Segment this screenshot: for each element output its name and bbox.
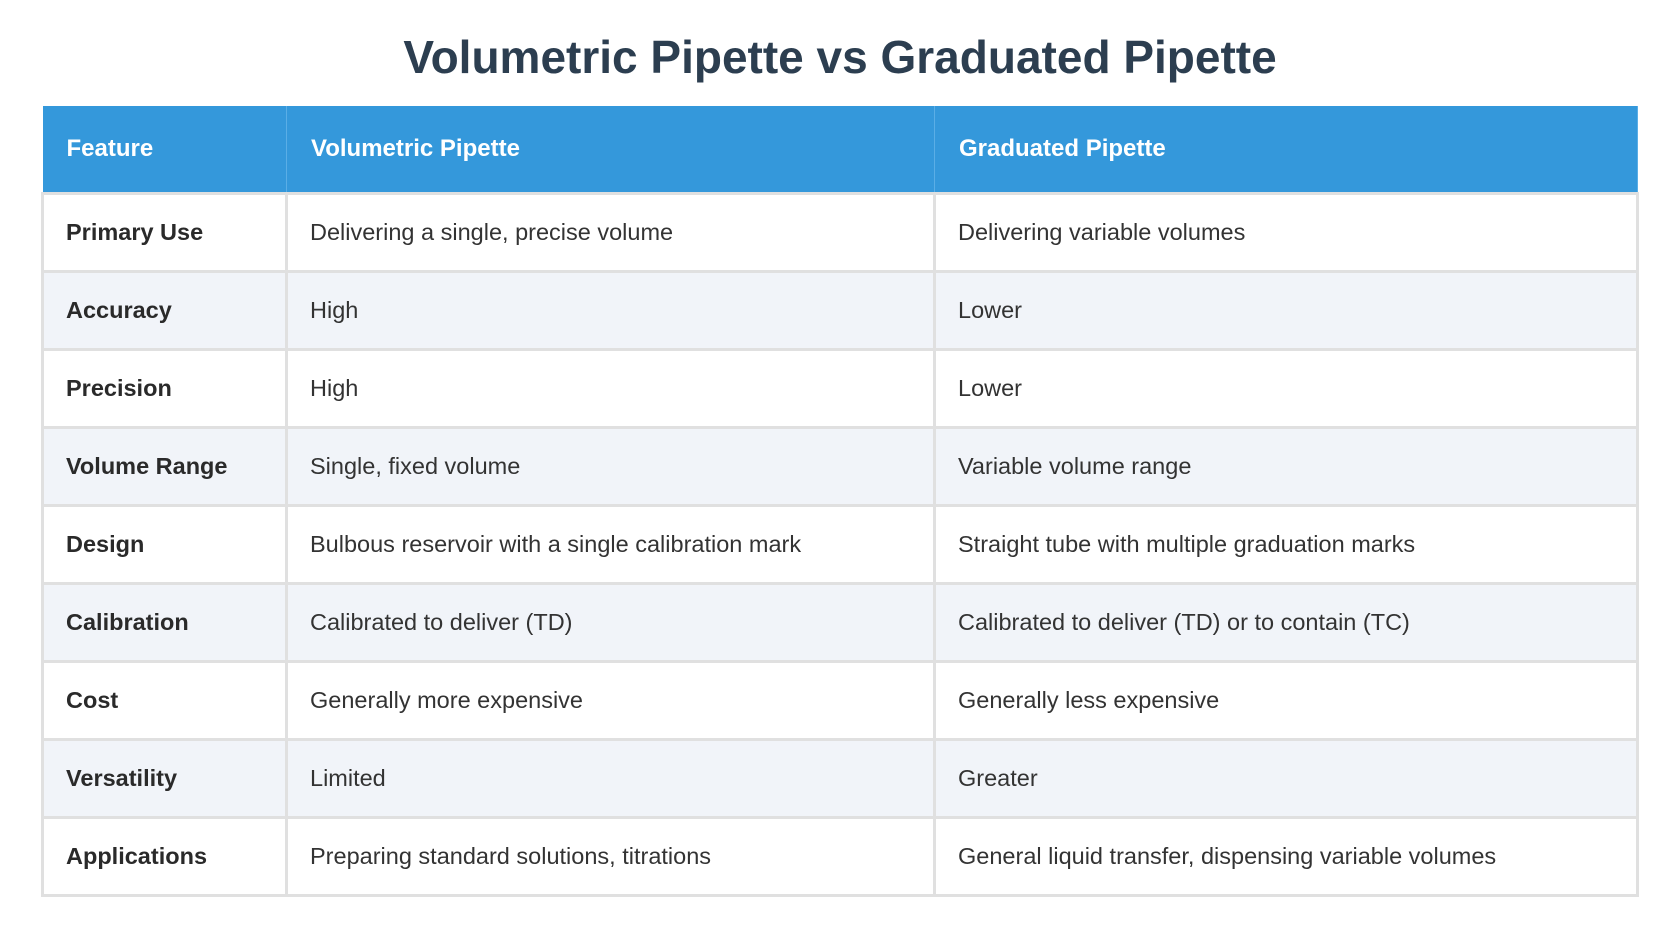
volumetric-cell: Delivering a single, precise volume [285, 192, 936, 273]
graduated-cell: General liquid transfer, dispensing vari… [933, 816, 1639, 897]
volumetric-cell: High [285, 348, 936, 429]
header-feature: Feature [42, 106, 287, 194]
volumetric-cell: Generally more expensive [285, 660, 936, 741]
table-row: Precision High Lower [41, 348, 1639, 429]
feature-cell: Volume Range [41, 426, 288, 507]
feature-cell: Versatility [41, 738, 288, 819]
feature-cell: Primary Use [41, 192, 288, 273]
table-row: Applications Preparing standard solutions… [41, 816, 1639, 897]
table-row: Cost Generally more expensive Generally le… [41, 660, 1639, 741]
feature-cell: Cost [41, 660, 288, 741]
volumetric-cell: Preparing standard solutions, titrations [285, 816, 936, 897]
feature-cell: Accuracy [41, 270, 288, 351]
volumetric-cell: Calibrated to deliver (TD) [285, 582, 936, 663]
feature-cell: Applications [41, 816, 288, 897]
header-graduated: Graduated Pipette [934, 106, 1638, 194]
feature-cell: Calibration [41, 582, 288, 663]
volumetric-cell: Bulbous reservoir with a single calibrat… [285, 504, 936, 585]
table-row: Accuracy High Lower [41, 270, 1639, 351]
graduated-cell: Straight tube with multiple graduation m… [933, 504, 1639, 585]
header-volumetric: Volumetric Pipette [286, 106, 935, 194]
graduated-cell: Lower [933, 348, 1639, 429]
page-title: Volumetric Pipette vs Graduated Pipette [403, 31, 1277, 83]
feature-cell: Precision [41, 348, 288, 429]
volumetric-cell: Single, fixed volume [285, 426, 936, 507]
table-row: Volume Range Single, fixed volume Variable… [41, 426, 1639, 507]
header-row: Feature Volumetric Pipette Graduated Pip… [42, 106, 1638, 194]
table-row: Design Bulbous reservoir with a single ca… [41, 504, 1639, 585]
table-row: Calibration Calibrated to deliver (TD) Cal… [41, 582, 1639, 663]
graduated-cell: Greater [933, 738, 1639, 819]
graduated-cell: Lower [933, 270, 1639, 351]
graduated-cell: Generally less expensive [933, 660, 1639, 741]
graduated-cell: Variable volume range [933, 426, 1639, 507]
feature-cell: Design [41, 504, 288, 585]
comparison-table: Feature Volumetric Pipette Graduated Pip… [41, 106, 1639, 897]
table-row: Versatility Limited Greater [41, 738, 1639, 819]
graduated-cell: Calibrated to deliver (TD) or to contain… [933, 582, 1639, 663]
volumetric-cell: Limited [285, 738, 936, 819]
graduated-cell: Delivering variable volumes [933, 192, 1639, 273]
table-row: Primary Use Delivering a single, precise … [41, 192, 1639, 273]
volumetric-cell: High [285, 270, 936, 351]
